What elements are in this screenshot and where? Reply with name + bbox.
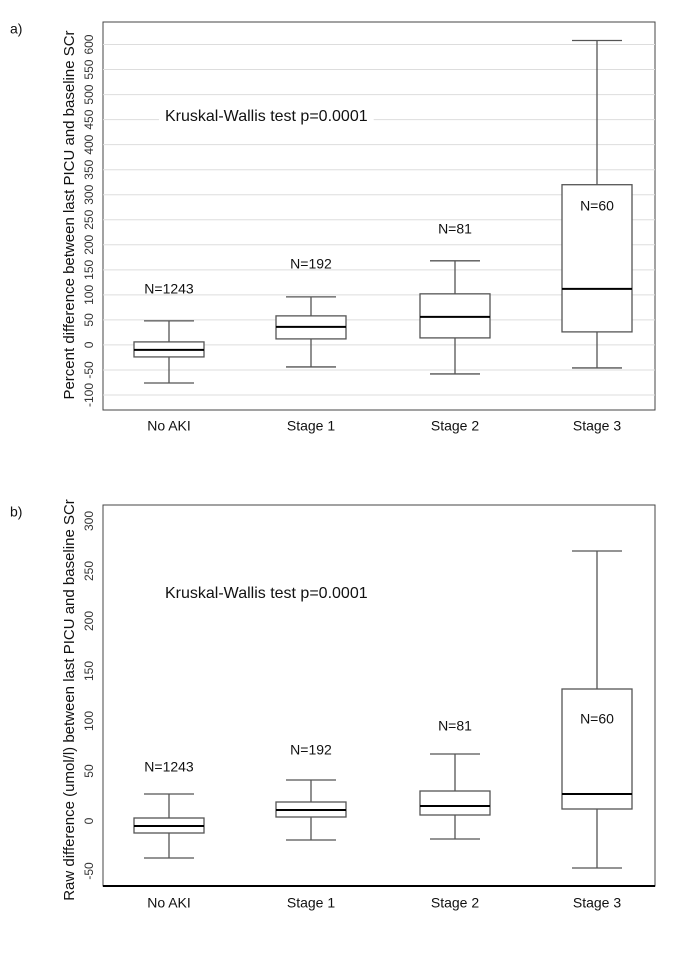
- x-tick-label: Stage 1: [287, 418, 335, 434]
- y-tick-label: 150: [82, 259, 96, 279]
- y-tick-label: 450: [82, 109, 96, 129]
- panel-label: a): [10, 21, 22, 37]
- n-label: N=192: [290, 256, 332, 272]
- y-tick-label: 100: [82, 711, 96, 731]
- n-label: N=81: [438, 221, 472, 237]
- box: [561, 688, 633, 810]
- y-tick-label: 300: [82, 184, 96, 204]
- y-tick-label: 100: [82, 285, 96, 305]
- n-label: N=192: [290, 742, 332, 758]
- y-tick-label: 600: [82, 34, 96, 54]
- x-tick-label: No AKI: [147, 895, 191, 911]
- y-tick-label: 500: [82, 84, 96, 104]
- y-tick-label: 50: [82, 313, 96, 327]
- y-tick-label: 300: [82, 511, 96, 531]
- y-tick-label: -50: [82, 862, 96, 880]
- box: [561, 184, 633, 333]
- x-tick-label: Stage 2: [431, 895, 479, 911]
- annotation: Kruskal-Wallis test p=0.0001: [165, 585, 368, 602]
- y-tick-label: 200: [82, 611, 96, 631]
- y-tick-label: 50: [82, 764, 96, 778]
- n-label: N=1243: [144, 281, 194, 297]
- x-tick-label: Stage 2: [431, 418, 479, 434]
- y-tick-label: 550: [82, 59, 96, 79]
- panel-label: b): [10, 504, 22, 520]
- annotation: Kruskal-Wallis test p=0.0001: [165, 108, 368, 125]
- y-axis-label: Raw difference (umol/l) between last PIC…: [61, 499, 78, 901]
- y-tick-label: 150: [82, 661, 96, 681]
- y-tick-label: -100: [82, 383, 96, 407]
- box: [419, 790, 491, 816]
- n-label: N=60: [580, 711, 614, 727]
- annotation-bg: [159, 582, 374, 606]
- y-tick-label: 400: [82, 134, 96, 154]
- y-tick-label: 0: [82, 817, 96, 824]
- y-tick-label: 200: [82, 234, 96, 254]
- y-tick-label: 350: [82, 159, 96, 179]
- y-tick-label: 250: [82, 561, 96, 581]
- n-label: N=81: [438, 718, 472, 734]
- y-tick-label: 250: [82, 209, 96, 229]
- x-tick-label: Stage 3: [573, 895, 621, 911]
- box: [419, 293, 491, 339]
- x-tick-label: Stage 3: [573, 418, 621, 434]
- annotation-bg: [159, 105, 374, 129]
- x-tick-label: No AKI: [147, 418, 191, 434]
- x-tick-label: Stage 1: [287, 895, 335, 911]
- n-label: N=1243: [144, 759, 194, 775]
- y-tick-label: 0: [82, 341, 96, 348]
- y-axis-label: Percent difference between last PICU and…: [61, 30, 78, 399]
- n-label: N=60: [580, 198, 614, 214]
- y-tick-label: -50: [82, 361, 96, 379]
